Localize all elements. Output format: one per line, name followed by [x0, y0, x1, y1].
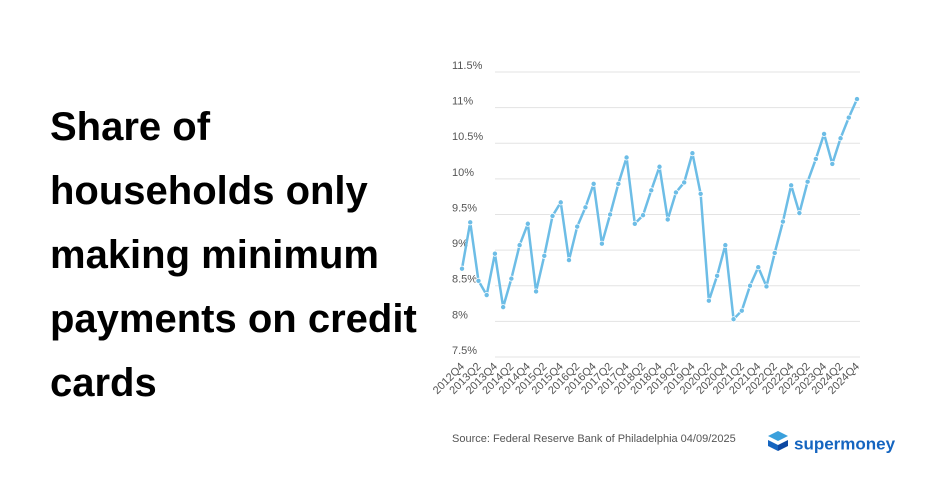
data-point: [821, 130, 828, 137]
data-point: [779, 218, 786, 225]
data-point: [565, 257, 572, 264]
data-point: [524, 220, 531, 227]
data-point: [516, 242, 523, 249]
chart-title: Share of households only making minimum …: [50, 105, 417, 405]
data-point: [623, 154, 630, 161]
data-point: [631, 220, 638, 227]
data-point: [648, 187, 655, 194]
data-point: [541, 252, 548, 259]
data-point: [771, 249, 778, 256]
y-tick-label: 9.5%: [452, 202, 477, 214]
y-tick-label: 7.5%: [452, 345, 477, 357]
data-point: [697, 190, 704, 197]
data-point: [755, 264, 762, 271]
y-tick-label: 10%: [452, 167, 474, 179]
data-point: [763, 283, 770, 290]
data-point: [738, 307, 745, 314]
y-tick-label: 11%: [452, 96, 473, 108]
data-point: [574, 223, 581, 230]
data-point: [607, 211, 614, 218]
data-point: [812, 155, 819, 162]
data-point: [508, 275, 515, 282]
data-point: [549, 212, 556, 219]
data-point: [590, 180, 597, 187]
data-point: [533, 288, 540, 295]
y-tick-label: 10.5%: [452, 131, 483, 143]
source-note: Source: Federal Reserve Bank of Philadel…: [452, 433, 736, 445]
data-point: [804, 178, 811, 185]
data-point: [829, 160, 836, 167]
data-point: [837, 135, 844, 142]
y-tick-label: 8.5%: [452, 274, 477, 286]
data-point: [557, 199, 564, 206]
brand-name: supermoney: [794, 434, 896, 453]
data-point: [582, 204, 589, 211]
brand-logo: [768, 431, 788, 451]
data-point: [458, 265, 465, 272]
data-point: [722, 242, 729, 249]
data-point: [467, 219, 474, 226]
data-point: [500, 304, 507, 311]
data-point: [491, 250, 498, 257]
data-point: [475, 277, 482, 284]
data-point: [854, 96, 861, 103]
data-point: [714, 272, 721, 279]
y-tick-label: 11.5%: [452, 60, 483, 72]
data-point: [788, 182, 795, 189]
y-tick-label: 9%: [452, 238, 468, 250]
data-point: [730, 316, 737, 323]
data-point: [672, 189, 679, 196]
data-point: [640, 212, 647, 219]
data-point: [681, 179, 688, 186]
data-point: [845, 114, 852, 121]
data-point: [664, 216, 671, 223]
data-point: [656, 163, 663, 170]
data-point: [615, 180, 622, 187]
y-tick-label: 8%: [452, 309, 468, 321]
data-point: [747, 282, 754, 289]
data-point: [689, 150, 696, 157]
data-point: [705, 297, 712, 304]
data-point: [796, 210, 803, 217]
data-point: [483, 292, 490, 299]
data-point: [598, 240, 605, 247]
